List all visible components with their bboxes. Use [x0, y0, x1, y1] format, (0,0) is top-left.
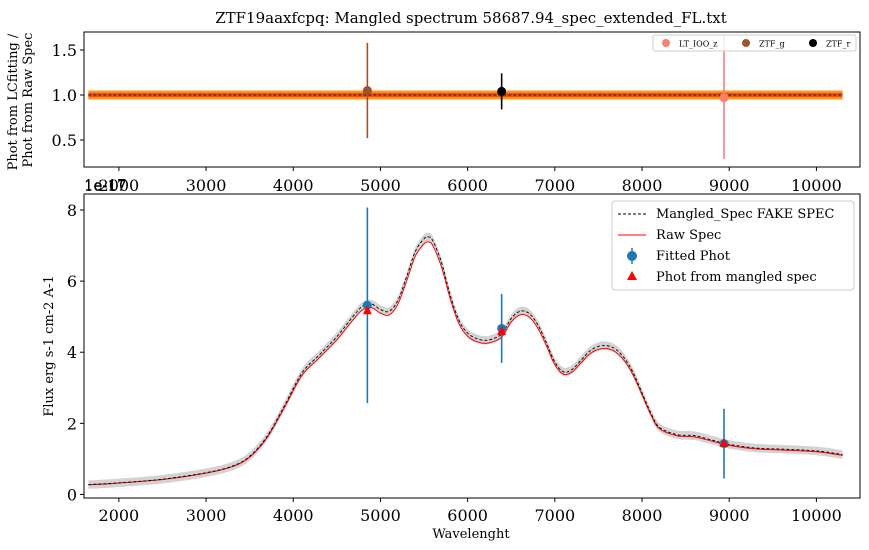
- legend-label-lt-ioo-z: LT_IOO_z: [679, 40, 718, 49]
- legend-label-ztf-g: ZTF_g: [759, 40, 785, 49]
- legend-swatch-fitted-phot: [627, 251, 637, 261]
- ratio-legend: LT_IOO_z ZTF_g ZTF_r: [652, 34, 857, 52]
- ratio-x-tick-label: 9000: [709, 176, 750, 195]
- mangled-phot-triangle: [497, 325, 507, 335]
- ratio-panel-ylabel: Phot from LCfitting / Phot from Raw Spec: [6, 30, 36, 171]
- ratio-x-tick-label: 6000: [447, 176, 488, 195]
- ratio-x-tick-label: 3000: [186, 176, 227, 195]
- spectrum-panel: 1e-17 Flux erg s-1 cm-2 A-1 Wavelenght 2…: [42, 177, 861, 542]
- spectrum-x-tick-label: 3000: [186, 506, 227, 525]
- spectrum-panel-ylabel: Flux erg s-1 cm-2 A-1: [42, 275, 57, 416]
- legend-marker-lt-ioo-z: [662, 39, 670, 47]
- ratio-x-tick-label: 5000: [360, 176, 401, 195]
- spectrum-x-tick-label: 7000: [534, 506, 575, 525]
- ratio-y-tick-label: 0.5: [52, 131, 77, 150]
- legend-label-fitted-phot: Fitted Phot: [656, 249, 731, 264]
- legend-label-mangled-spec: Mangled_Spec FAKE SPEC: [656, 207, 835, 222]
- spectrum-x-tick-label: 4000: [273, 506, 314, 525]
- spectrum-x-tick-label: 5000: [360, 506, 401, 525]
- spectrum-panel-x-ticks: 2000 3000 4000 5000 6000 7000 8000 9000 10000: [99, 498, 842, 525]
- ratio-panel: ZTF19aaxfcpq: Mangled spectrum 58687.94_…: [6, 9, 861, 195]
- ratio-panel-ylabel-line-2: Phot from Raw Spec: [21, 33, 36, 168]
- spectrum-panel-offset-text: 1e-17: [84, 177, 127, 195]
- ratio-x-tick-label: 2000: [99, 176, 140, 195]
- spectrum-legend-frame: [611, 200, 855, 291]
- spectrum-x-tick-label: 6000: [447, 506, 488, 525]
- legend-label-phot-mangled: Phot from mangled spec: [656, 270, 817, 285]
- spectrum-panel-xlabel: Wavelenght: [432, 527, 510, 542]
- spectrum-x-tick-label: 2000: [99, 506, 140, 525]
- ratio-x-tick-label: 7000: [534, 176, 575, 195]
- spectrum-panel-y-ticks: 0 2 4 6 8: [67, 201, 84, 504]
- spectrum-y-tick-label: 6: [67, 272, 77, 291]
- ratio-x-tick-label: 8000: [622, 176, 663, 195]
- spectrum-y-tick-label: 0: [67, 485, 77, 504]
- spectrum-y-tick-label: 4: [67, 343, 77, 362]
- spectrum-y-tick-label: 8: [67, 201, 77, 220]
- ratio-y-tick-label: 1.0: [52, 86, 77, 105]
- spectrum-panel-frame: [83, 193, 861, 499]
- mangled-phot-triangle: [362, 305, 372, 315]
- ratio-x-tick-label: 10000: [791, 176, 842, 195]
- spectrum-y-tick-label: 2: [67, 414, 77, 433]
- legend-label-ztf-r: ZTF_r: [826, 40, 850, 49]
- mangled-phot-triangle: [719, 437, 729, 447]
- spectrum-x-tick-label: 8000: [622, 506, 663, 525]
- ratio-panel-y-ticks: 0.5 1.0 1.5: [52, 41, 84, 150]
- ratio-panel-ylabel-line-1: Phot from LCfitting /: [6, 33, 21, 170]
- spectrum-x-tick-label: 10000: [791, 506, 842, 525]
- ratio-point-ztf-g: [362, 86, 372, 95]
- mangled-spectrum-line: [88, 236, 843, 486]
- ratio-panel-title: ZTF19aaxfcpq: Mangled spectrum 58687.94_…: [215, 9, 727, 27]
- spectrum-legend: Mangled_Spec FAKE SPEC Raw Spec Fitted P…: [611, 200, 855, 291]
- spectrum-x-tick-label: 9000: [709, 506, 750, 525]
- ratio-plot-area: [88, 36, 843, 159]
- ratio-point-lt-ioo-z: [719, 93, 729, 103]
- legend-marker-ztf-r: [809, 39, 817, 47]
- ratio-panel-x-ticks: 2000 3000 4000 5000 6000 7000 8000 9000 10000: [99, 167, 842, 195]
- legend-swatch-phot-mangled: [627, 271, 637, 280]
- spectrum-plot-area: [88, 207, 843, 489]
- raw-spectrum-line: [88, 241, 843, 486]
- ratio-y-tick-label: 1.5: [52, 41, 77, 60]
- legend-label-raw-spec: Raw Spec: [656, 228, 721, 243]
- ratio-panel-offset-text: 1e-17: [84, 176, 127, 194]
- ratio-point-ztf-r: [497, 86, 507, 96]
- ratio-x-tick-label: 4000: [273, 176, 314, 195]
- ratio-panel-frame: [83, 31, 861, 168]
- legend-marker-ztf-g: [742, 39, 750, 47]
- ratio-legend-frame: [652, 34, 857, 52]
